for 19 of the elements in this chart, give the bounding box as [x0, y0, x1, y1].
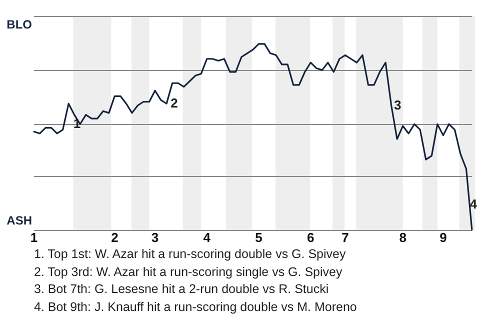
x-tick-label: 3	[151, 230, 159, 245]
text: 4. Bot 9th: J. Knauff hit a run-scoring double vs M. Moreno	[34, 298, 357, 316]
x-tick-label: 2	[111, 230, 118, 245]
x-tick-label: 7	[342, 230, 349, 245]
ref-line-label: ASH	[6, 214, 32, 228]
ref-line-label: BLO	[6, 17, 32, 32]
x-tick-label: 1	[30, 230, 38, 245]
annotation: 4	[470, 196, 478, 212]
annotation: 3	[394, 98, 402, 113]
annotation: 1	[73, 116, 81, 131]
x-tick-label: 8	[399, 230, 406, 245]
text: 2. Top 3rd: W. Azar hit a run-scoring single vs G. Spivey	[34, 264, 344, 281]
text: 3. Bot 7th: G. Lesesne hit a 2-run double vs R. Stucki	[34, 281, 330, 298]
text: 1. Top 1st: W. Azar hit a run-scoring double vs G. Spivey	[34, 246, 347, 263]
x-tick-label: 6	[307, 230, 314, 245]
annotation: 2	[170, 95, 178, 110]
x-tick-label: 9	[440, 230, 447, 245]
x-tick-label: 4	[203, 230, 212, 245]
x-tick-label: 5	[255, 230, 262, 245]
